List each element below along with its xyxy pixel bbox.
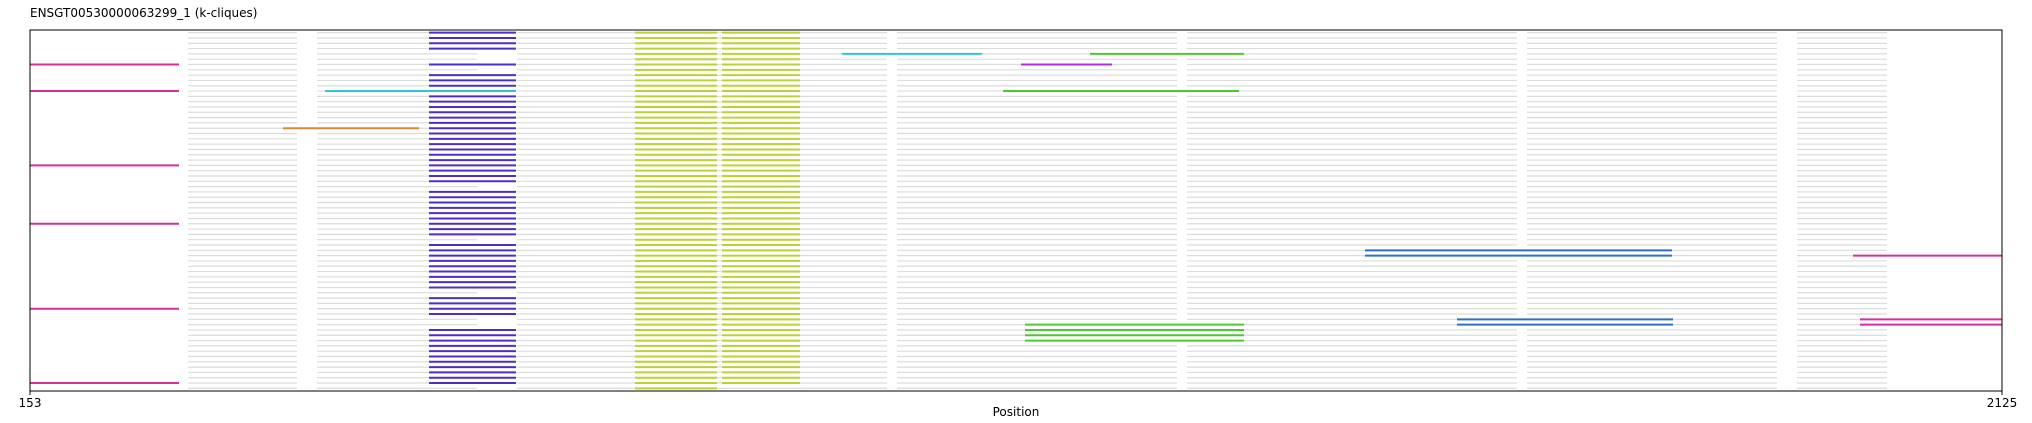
x-tick-label: 2125 [1987, 396, 2018, 410]
chart-title: ENSGT00530000063299_1 (k-cliques) [30, 6, 257, 20]
plot-frame [29, 29, 2003, 392]
x-tick-label: 153 [19, 396, 42, 410]
x-axis-label: Position [993, 405, 1040, 419]
